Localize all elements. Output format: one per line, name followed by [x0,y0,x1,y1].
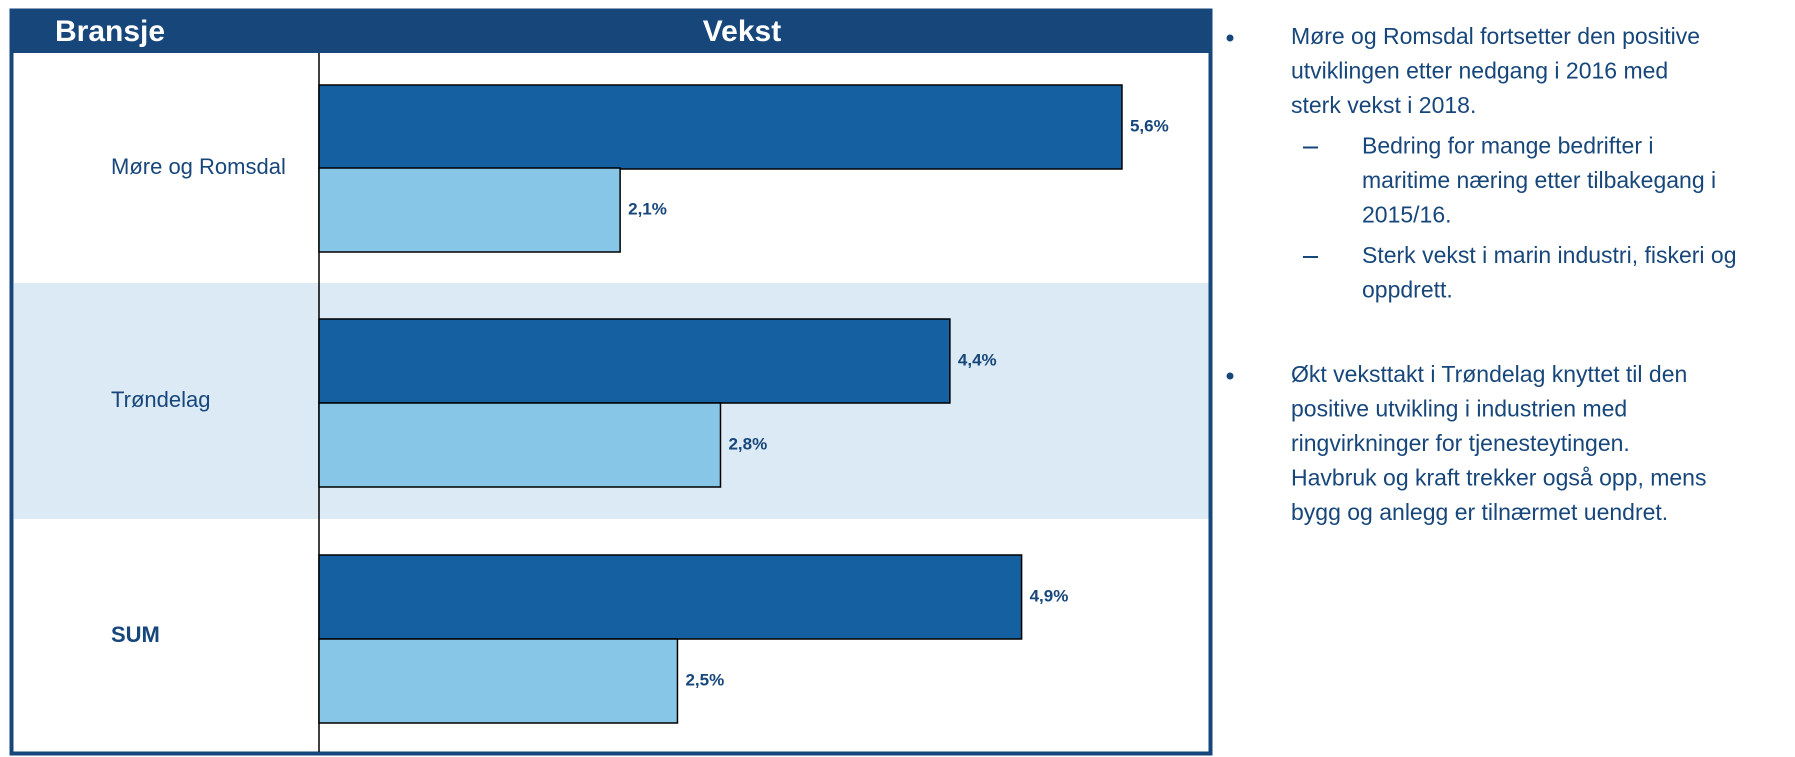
category-label: SUM [111,622,160,647]
note-text: Økt veksttakt i Trøndelag knyttet til de… [1291,361,1687,387]
value-label: 2,8% [728,434,767,453]
category-label: Møre og Romsdal [111,154,286,179]
note-text: maritime næring etter tilbakegang i [1362,167,1716,193]
bar [318,638,679,724]
note-text: bygg og anlegg er tilnærmet uendret. [1291,499,1668,525]
bar [318,402,722,488]
value-label: 2,5% [685,670,724,689]
header-bar [10,9,1212,53]
note-text: utviklingen etter nedgang i 2016 med [1291,58,1668,84]
value-label: 4,4% [958,350,997,369]
note-text: positive utvikling i industrien med [1291,396,1627,422]
note-text: Sterk vekst i marin industri, fiskeri og [1362,242,1737,268]
value-label: 2,1% [628,199,667,218]
note-text: Møre og Romsdal fortsetter den positive [1291,23,1700,49]
note-text: ringvirkninger for tjenesteytingen. [1291,430,1630,456]
frame [9,8,1213,756]
note-text: oppdrett. [1362,277,1453,303]
bar [318,167,621,253]
note-text: 2015/16. [1362,202,1452,228]
value-label: 5,6% [1130,116,1169,135]
bullet [1226,34,1234,42]
note-text: Bedring for mange bedrifter i [1362,133,1654,159]
header-label: Vekst [703,15,781,48]
note-text: sterk vekst i 2018. [1291,92,1476,118]
bar [318,318,951,404]
note-text: Havbruk og kraft trekker også opp, mens [1291,465,1706,491]
header-label: Bransje [55,15,165,48]
value-label: 4,9% [1030,586,1069,605]
category-label: Trøndelag [111,387,210,412]
bar [318,554,1023,640]
bullet [1226,372,1234,380]
bar [318,84,1123,170]
